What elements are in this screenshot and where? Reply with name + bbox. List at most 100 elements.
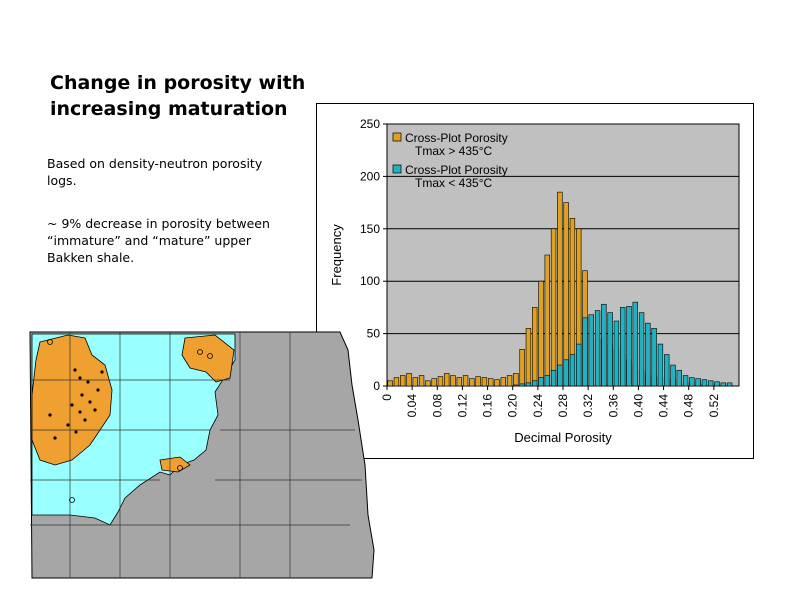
- bar: [387, 380, 393, 387]
- x-tick-label: 0.48: [682, 394, 696, 418]
- legend-swatch: [392, 164, 402, 174]
- bar: [406, 373, 412, 387]
- bar: [488, 378, 494, 387]
- porosity-histogram: 0 50 100 150 200 250 0 0.04 0.08 0.12 0.16 0.20 0.24…: [316, 103, 754, 459]
- y-tick-label: 150: [360, 222, 380, 236]
- bar: [544, 254, 550, 387]
- bar: [613, 320, 620, 387]
- x-tick-label: 0.32: [581, 394, 595, 418]
- bar: [689, 377, 695, 387]
- method-note: Based on density-neutron porosity logs.: [47, 156, 263, 188]
- bar: [550, 369, 557, 387]
- x-tick-label: 0.28: [556, 394, 570, 418]
- bar: [638, 312, 645, 387]
- bar: [393, 377, 400, 387]
- bar: [450, 375, 456, 387]
- bar: [500, 377, 506, 387]
- x-tick-label: 0: [380, 394, 394, 401]
- bar: [412, 377, 418, 387]
- bar: [418, 375, 425, 387]
- bar: [525, 328, 532, 387]
- x-tick-label: 0.08: [430, 394, 444, 418]
- county-lines: [30, 332, 362, 578]
- bar: [519, 383, 525, 387]
- bar: [720, 382, 726, 387]
- bar: [726, 382, 733, 387]
- bar: [400, 375, 406, 387]
- x-axis-title: Decimal Porosity: [514, 430, 612, 445]
- north-dakota-maturity-map-icon: [29, 331, 375, 579]
- x-tick-label: 0.20: [506, 394, 520, 418]
- well-markers: [48, 368, 104, 440]
- bar: [664, 354, 670, 387]
- x-tick-label: 0.52: [707, 394, 721, 418]
- bar: [532, 380, 538, 387]
- mature-region-west: [31, 334, 113, 466]
- y-tick-label: 0: [373, 379, 380, 393]
- x-tick-label: 0.04: [405, 394, 419, 418]
- bar: [437, 376, 444, 387]
- bar: [563, 202, 569, 387]
- legend-label: Tmax < 435°C: [415, 176, 492, 190]
- bar: [657, 343, 664, 387]
- bar: [626, 306, 632, 387]
- y-tick-label: 50: [367, 327, 381, 341]
- bar: [425, 380, 431, 387]
- histogram-svg: 0 50 100 150 200 250 0 0.04 0.08 0.12 0.16 0.20 0.24…: [329, 117, 740, 445]
- y-tick-label: 100: [360, 274, 380, 288]
- bar: [462, 375, 469, 387]
- x-tick-label: 0.16: [481, 394, 495, 418]
- bar: [714, 381, 720, 387]
- bar: [576, 343, 582, 387]
- bar: [513, 373, 519, 387]
- bar: [594, 310, 601, 387]
- bar: [550, 228, 557, 387]
- bar: [481, 377, 488, 387]
- bar: [506, 375, 513, 387]
- bar: [557, 191, 563, 387]
- x-tick-label: 0.12: [455, 394, 469, 418]
- legend-swatch: [392, 132, 402, 142]
- bar: [519, 349, 525, 387]
- bar: [525, 382, 532, 387]
- bar: [513, 384, 519, 387]
- bar: [494, 379, 500, 387]
- bar: [607, 312, 613, 387]
- legend-label: Cross-Plot Porosity: [405, 131, 508, 145]
- legend-label: Tmax > 435°C: [415, 144, 492, 158]
- x-tick-label: 0.40: [631, 394, 645, 418]
- y-axis-title: Frequency: [329, 224, 344, 286]
- bar: [601, 303, 607, 387]
- bar: [569, 354, 576, 387]
- bar: [651, 328, 657, 387]
- mature-region-north: [181, 334, 235, 383]
- bar: [701, 379, 708, 387]
- bar: [538, 377, 544, 387]
- bar: [708, 380, 714, 387]
- slide-title: Change in porosity with increasing matur…: [50, 72, 306, 120]
- x-tick-label: 0.36: [606, 394, 620, 418]
- bar: [469, 378, 475, 387]
- bar: [682, 375, 689, 387]
- bar: [588, 314, 594, 387]
- bar: [670, 364, 676, 387]
- bar: [557, 364, 563, 387]
- bar: [456, 377, 462, 387]
- bar: [538, 280, 544, 387]
- bar: [582, 317, 588, 387]
- bar: [444, 373, 450, 387]
- bar: [676, 369, 682, 387]
- bar: [431, 378, 437, 387]
- bar: [532, 307, 538, 387]
- y-tick-label: 200: [360, 169, 380, 183]
- x-tick-label: 0.24: [531, 394, 545, 418]
- bar: [544, 375, 550, 387]
- bar: [645, 322, 651, 387]
- bar: [695, 378, 701, 387]
- y-tick-label: 250: [360, 117, 380, 131]
- bar: [563, 359, 569, 387]
- porosity-decrease-note: ~ 9% decrease in porosity between “immat…: [47, 216, 270, 265]
- legend-label: Cross-Plot Porosity: [405, 163, 508, 177]
- open-well-markers: [47, 339, 213, 503]
